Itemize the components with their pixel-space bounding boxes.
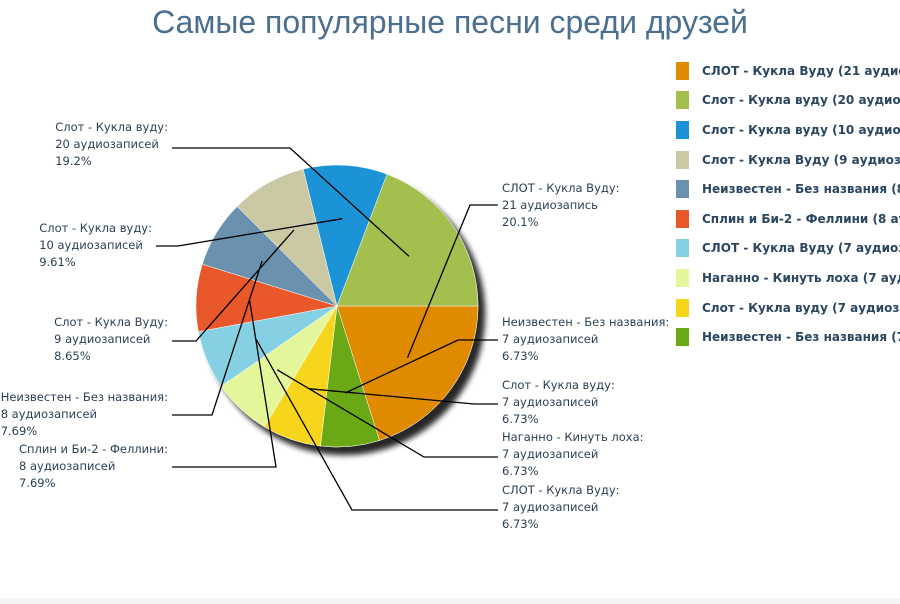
legend-item: Слот - Кукла Вуду (9 аудиоза [676, 145, 900, 175]
chart-title-text: Самые популярные песни среди друзей [152, 4, 748, 40]
leader-line [406, 204, 498, 358]
legend-item: Неизвестен - Без названия (7 а [676, 322, 900, 352]
legend-item: Сплин и Би-2 - Феллини (8 ау [676, 204, 900, 234]
leader-line [308, 388, 498, 405]
slice-data-label: Неизвестен - Без названия: 8 аудиозаписей… [1, 390, 168, 438]
pie-slice [302, 164, 388, 307]
leader-line [255, 339, 498, 511]
pie-slice [336, 305, 479, 441]
legend-label: Слот - Кукла вуду (10 аудиоза [702, 122, 900, 137]
chart-title: Самые популярные песни среди друзей [0, 4, 900, 41]
legend-item: Слот - Кукла вуду (20 аудиоза [676, 86, 900, 116]
legend-label: Наганно - Кинуть лоха (7 ауд [702, 270, 900, 285]
slice-data-label: Наганно - Кинуть лоха: 7 аудиозаписей 6.73… [502, 430, 644, 478]
legend-swatch [676, 91, 689, 110]
legend-swatch [676, 268, 689, 287]
legend-swatch [676, 328, 689, 347]
legend-swatch [676, 120, 689, 139]
legend-swatch [676, 61, 689, 80]
slice-data-label: СЛОТ - Кукла Вуду: 7 аудиозаписей 6.73% [502, 483, 620, 531]
slice-data-label: Сплин и Би-2 - Феллини: 8 аудиозаписей 7.6… [19, 442, 168, 490]
slice-data-label: Слот - Кукла вуду: 7 аудиозаписей 6.73% [502, 378, 615, 426]
legend-label: Слот - Кукла вуду (7 аудиоза [702, 300, 900, 315]
legend-item: СЛОТ - Кукла Вуду (21 аудио [676, 56, 900, 86]
slice-data-label: Неизвестен - Без названия: 7 аудиозаписей… [502, 315, 669, 363]
slice-data-label: СЛОТ - Кукла Вуду: 21 аудиозапись 20.1% [502, 181, 620, 229]
legend-label: Сплин и Би-2 - Феллини (8 ау [702, 211, 900, 226]
leader-line [172, 229, 295, 342]
legend-swatch [676, 209, 689, 228]
legend-item: СЛОТ - Кукла Вуду (7 аудиоза [676, 234, 900, 264]
legend-item: Неизвестен - Без названия (8 а [676, 174, 900, 204]
legend-swatch [676, 298, 689, 317]
legend-swatch [676, 239, 689, 258]
legend-label: Слот - Кукла Вуду (9 аудиоза [702, 152, 900, 167]
bottom-divider [0, 598, 900, 604]
legend-swatch [676, 180, 689, 199]
leader-line [172, 147, 410, 257]
legend-swatch [676, 150, 689, 169]
slice-data-label: Слот - Кукла Вуду: 9 аудиозаписей 8.65% [54, 315, 168, 363]
legend-item: Слот - Кукла вуду (7 аудиоза [676, 293, 900, 323]
legend-label: Слот - Кукла вуду (20 аудиоза [702, 93, 900, 108]
legend-item: Наганно - Кинуть лоха (7 ауд [676, 263, 900, 293]
leader-line [172, 260, 263, 416]
legend-label: Неизвестен - Без названия (7 а [702, 330, 900, 345]
legend-label: Неизвестен - Без названия (8 а [702, 182, 900, 197]
chart-legend: СЛОТ - Кукла Вуду (21 аудио Слот - Кукла … [676, 56, 900, 352]
leader-line [276, 369, 498, 458]
leader-line [172, 300, 277, 468]
slice-data-label: Слот - Кукла вуду: 20 аудиозаписей 19.2% [55, 120, 168, 168]
leader-line [156, 218, 343, 247]
legend-item: Слот - Кукла вуду (10 аудиоза [676, 115, 900, 145]
legend-label: СЛОТ - Кукла Вуду (21 аудио [702, 63, 900, 78]
leader-line [344, 339, 498, 394]
legend-label: СЛОТ - Кукла Вуду (7 аудиоза [702, 241, 900, 256]
slice-data-label: Слот - Кукла вуду: 10 аудиозаписей 9.61% [39, 221, 152, 269]
